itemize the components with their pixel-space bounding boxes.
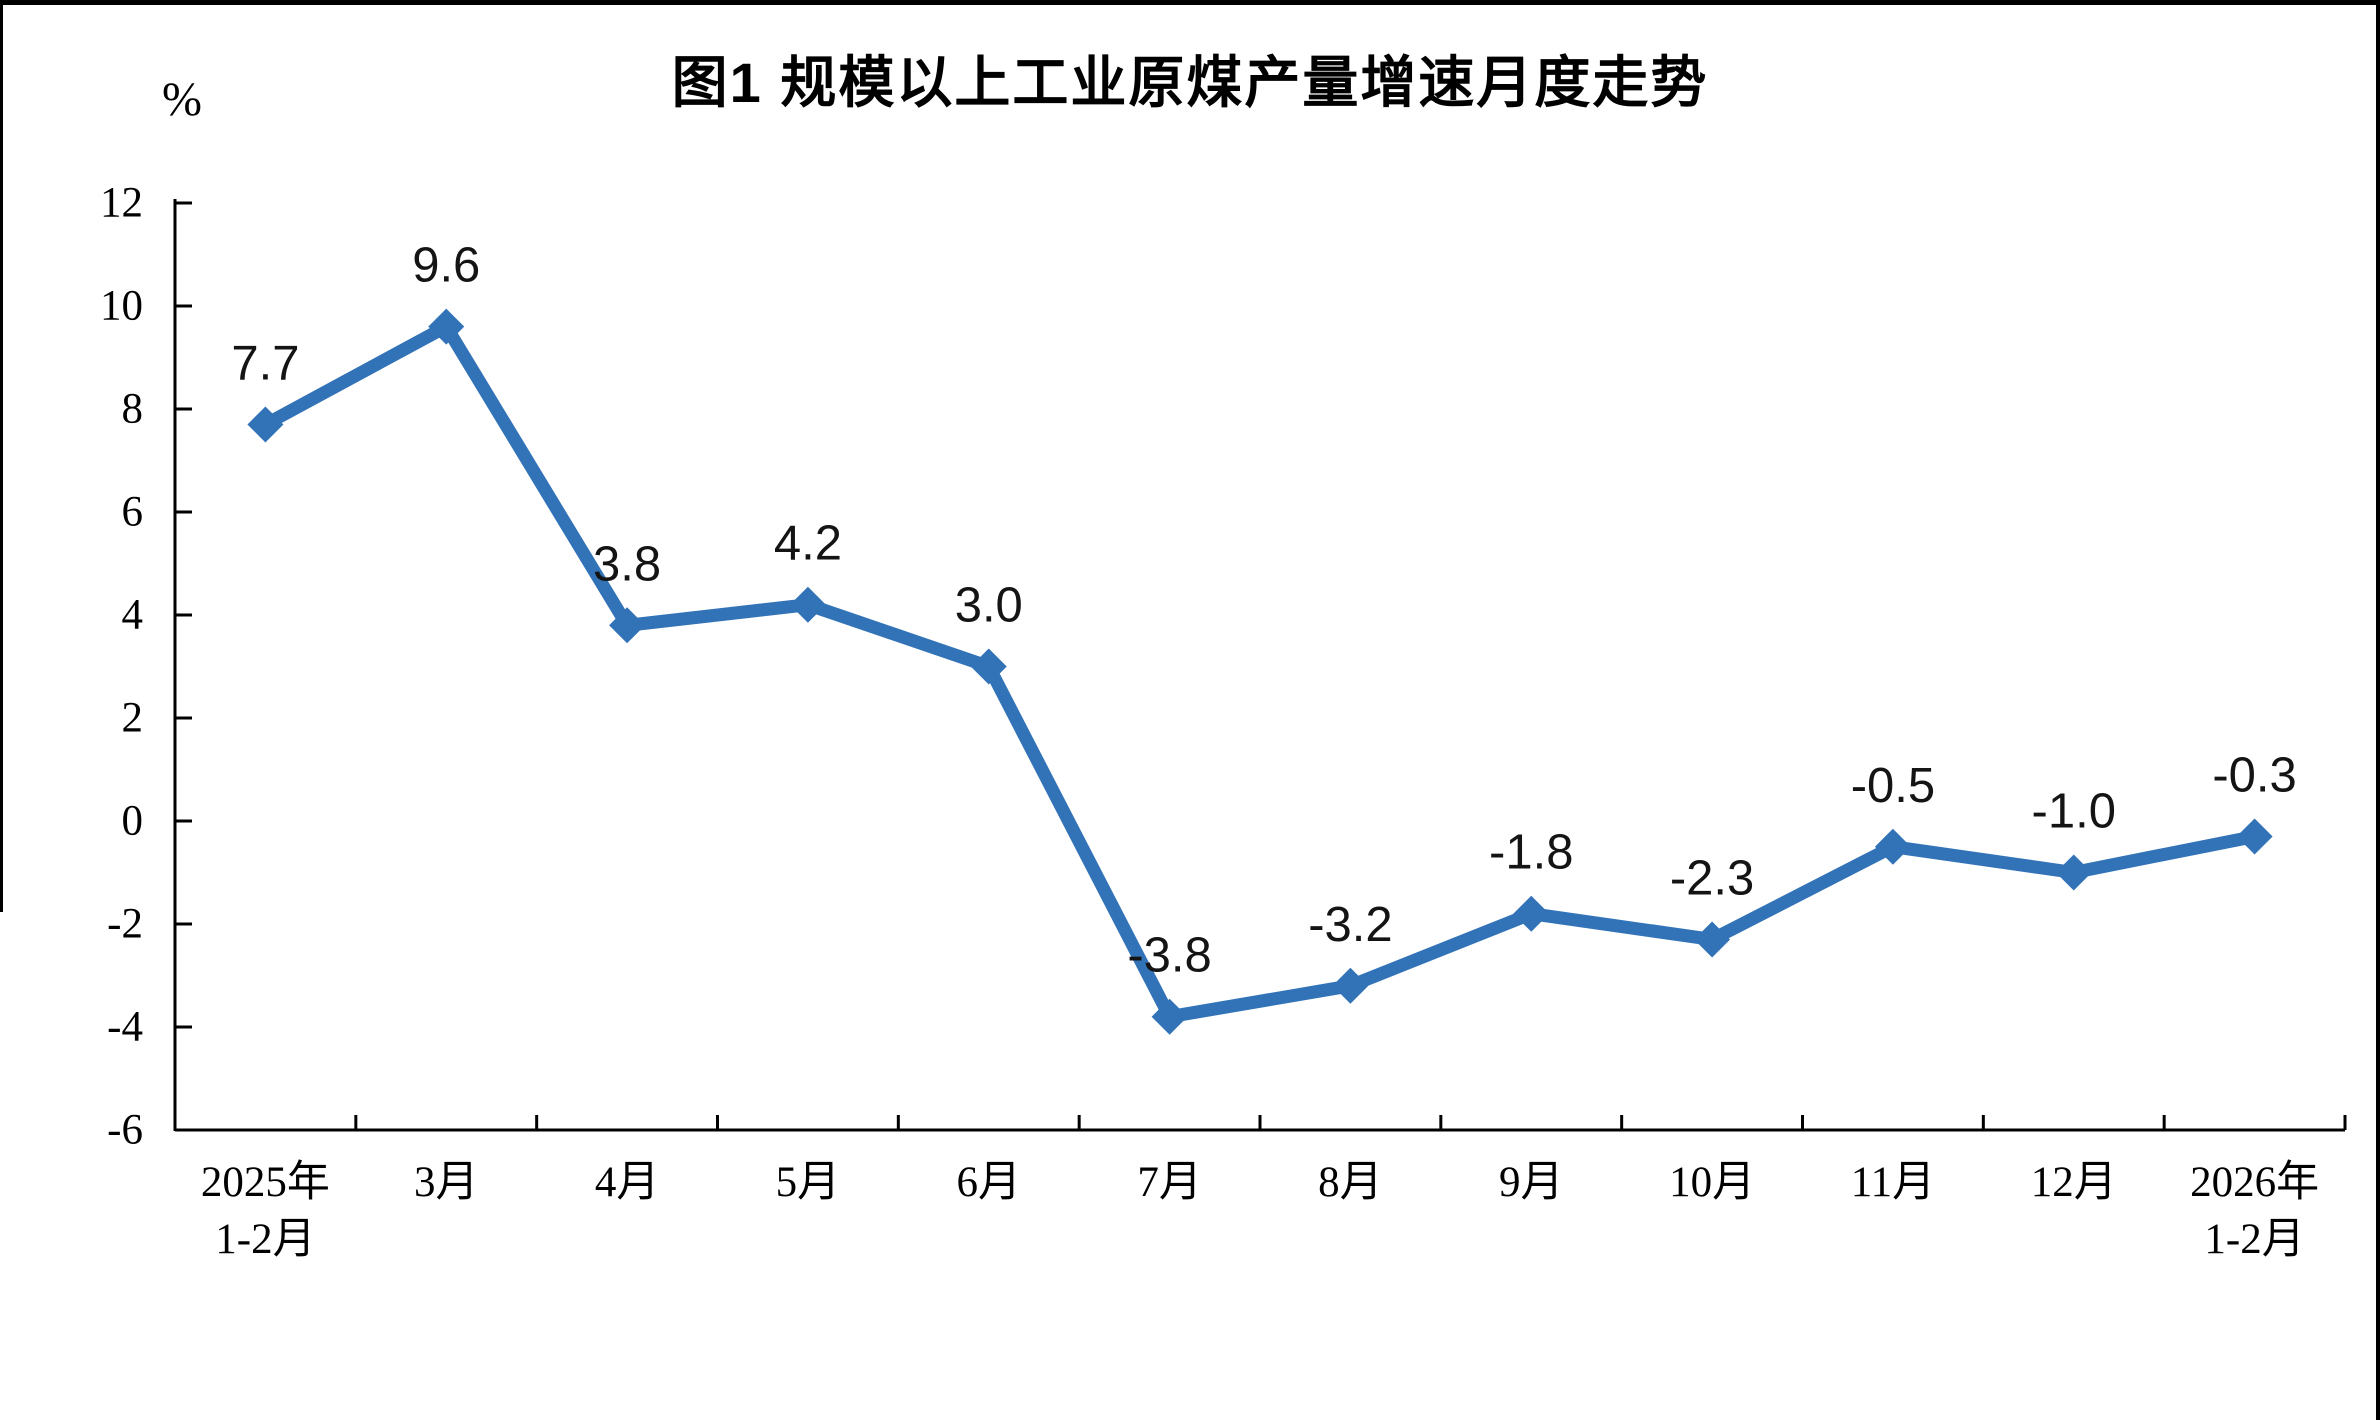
data-point-marker xyxy=(2055,854,2092,891)
x-axis-category-label: 4月 xyxy=(595,1159,660,1206)
data-point-marker xyxy=(609,607,646,644)
data-point-label: 3.0 xyxy=(955,579,1023,633)
chart-title: 图1 规模以上工业原煤产量增速月度走势 xyxy=(671,51,1709,114)
x-axis-category-label: 1-2月 xyxy=(2204,1216,2304,1263)
data-point-marker xyxy=(247,406,284,443)
x-axis-category-label: 3月 xyxy=(414,1159,479,1206)
data-point-marker xyxy=(1513,895,1550,932)
x-axis-category-label: 1-2月 xyxy=(215,1216,315,1263)
x-axis-category-label: 12月 xyxy=(2031,1159,2117,1206)
x-axis-category-label: 5月 xyxy=(776,1159,841,1206)
frame-border-right xyxy=(2376,0,2380,1420)
data-point-marker xyxy=(970,648,1007,685)
x-axis-category-label: 2025年 xyxy=(201,1159,330,1206)
data-point-label: 3.8 xyxy=(593,537,661,591)
x-axis-category-label: 11月 xyxy=(1851,1159,1935,1206)
y-axis-unit-label: % xyxy=(162,73,202,126)
series-line xyxy=(258,320,2262,1024)
y-axis-tick-label: -6 xyxy=(107,1107,143,1154)
data-point-marker xyxy=(428,308,465,345)
y-axis-tick-label: 8 xyxy=(122,386,144,433)
data-point-label: -0.3 xyxy=(2212,748,2296,802)
data-point-marker xyxy=(1151,998,1188,1035)
y-axis-tick-label: -4 xyxy=(107,1004,143,1051)
data-point-marker xyxy=(2236,818,2273,855)
y-axis-tick-label: 6 xyxy=(122,489,144,536)
data-point-label: -0.5 xyxy=(1851,759,1935,813)
data-point-label: 4.2 xyxy=(774,517,842,571)
data-point-label: 9.6 xyxy=(412,239,480,293)
y-axis-tick-label: 10 xyxy=(100,283,143,330)
x-axis-category-label: 6月 xyxy=(957,1159,1022,1206)
data-point-marker xyxy=(1332,967,1369,1004)
x-axis-category-label: 2026年 xyxy=(2190,1159,2319,1206)
data-point-label: 7.7 xyxy=(231,336,299,390)
data-point-label: -3.8 xyxy=(1127,929,1211,983)
data-point-label: -2.3 xyxy=(1670,851,1754,905)
data-point-label: -1.0 xyxy=(2032,785,2116,839)
x-axis-category-label: 8月 xyxy=(1318,1159,1383,1206)
data-point-marker xyxy=(1694,921,1731,958)
y-axis-tick-label: 0 xyxy=(122,798,144,845)
y-axis-tick-label: -2 xyxy=(107,901,143,948)
y-axis-tick-label: 12 xyxy=(100,180,143,227)
frame-border-top xyxy=(0,0,2380,5)
data-point-label: -1.8 xyxy=(1489,826,1573,880)
frame-border-left xyxy=(0,0,3,912)
data-point-marker xyxy=(789,586,826,623)
y-axis-tick-label: 2 xyxy=(122,695,144,742)
x-axis-category-label: 9月 xyxy=(1499,1159,1564,1206)
data-point-label: -3.2 xyxy=(1308,898,1392,952)
x-axis-category-label: 7月 xyxy=(1137,1159,1202,1206)
x-axis-category-label: 10月 xyxy=(1669,1159,1755,1206)
y-axis-tick-label: 4 xyxy=(122,592,144,639)
data-point-marker xyxy=(1874,828,1911,865)
